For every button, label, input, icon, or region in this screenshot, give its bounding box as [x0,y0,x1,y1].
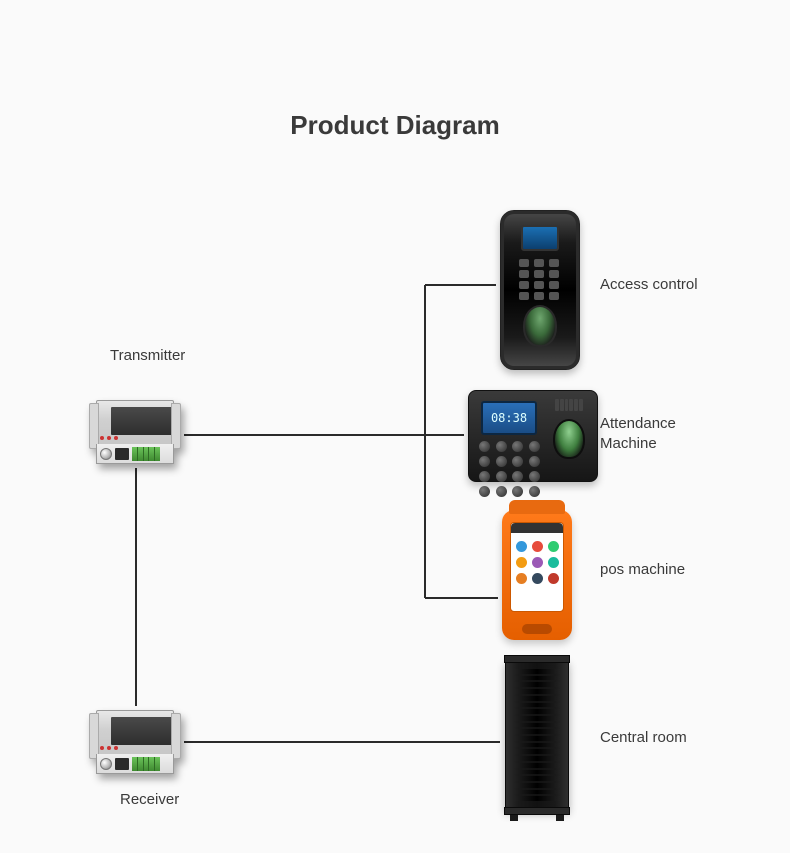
central-room-label: Central room [600,728,687,748]
transmitter-label: Transmitter [110,346,185,366]
attendance-label: Attendance Machine [600,414,720,455]
access-control-label: Access control [600,275,698,295]
receiver-device-icon [90,710,180,774]
attendance-screen-text: 08:38 [481,401,537,435]
access-control-device-icon [500,210,580,370]
pos-label: pos machine [600,560,685,580]
attendance-device-icon: 08:38 [468,390,598,482]
receiver-label: Receiver [120,790,179,810]
server-rack-icon [505,660,569,810]
transmitter-device-icon [90,400,180,464]
pos-device-icon [502,510,572,640]
